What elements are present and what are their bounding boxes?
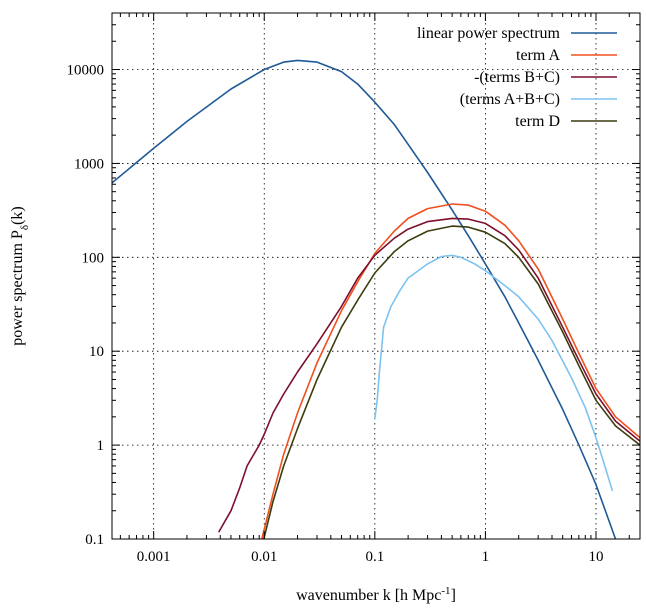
x-axis-title: wavenumber k [h Mpc-1] bbox=[296, 585, 456, 604]
series-layer bbox=[112, 59, 640, 539]
series-line-terms-b-c bbox=[218, 217, 640, 533]
y-axis-title: power spectrum Pδ(k) bbox=[9, 206, 31, 345]
x-axis-title-end: ] bbox=[451, 587, 456, 604]
tick-layer: 0.001 0.01 0.1 1 10 0.1 1 10 100 1000 10000 bbox=[67, 13, 640, 565]
x-tick-label: 10 bbox=[588, 549, 603, 565]
y-axis-title-end: (k) bbox=[9, 206, 26, 225]
y-tick-label: 1 bbox=[97, 438, 105, 454]
y-tick-label: 0.1 bbox=[85, 532, 104, 548]
legend-label-terms-a-b-c: (terms A+B+C) bbox=[460, 91, 560, 108]
legend: linear power spectrum term A -(terms B+C) (… bbox=[417, 25, 617, 130]
series-line-term-a bbox=[260, 203, 640, 539]
series-line-terms-a-b-c bbox=[373, 254, 614, 492]
plot-frame bbox=[111, 12, 641, 540]
y-axis-title-sub: δ bbox=[19, 225, 31, 230]
series-line-linear-power-spectrum bbox=[112, 59, 617, 539]
x-tick-label: 0.1 bbox=[365, 549, 384, 565]
series-line-term-d bbox=[262, 225, 640, 539]
y-tick-label: 10000 bbox=[67, 63, 105, 79]
legend-label-terms-b-c: -(terms B+C) bbox=[474, 69, 560, 86]
x-tick-label: 1 bbox=[482, 549, 490, 565]
x-tick-label: 0.001 bbox=[137, 549, 171, 565]
y-tick-label: 1000 bbox=[74, 156, 104, 172]
grid-layer bbox=[112, 13, 640, 540]
y-tick-label: 100 bbox=[82, 250, 105, 266]
legend-label-linear-power-spectrum: linear power spectrum bbox=[417, 25, 561, 42]
y-tick-label: 10 bbox=[89, 344, 104, 360]
legend-label-term-a: term A bbox=[516, 47, 560, 64]
x-tick-label: 0.01 bbox=[251, 549, 277, 565]
y-axis-title-main: power spectrum P bbox=[9, 230, 26, 346]
legend-label-term-d: term D bbox=[515, 113, 560, 130]
x-axis-title-sup: -1 bbox=[441, 585, 450, 597]
x-axis-title-main: wavenumber k [h Mpc bbox=[296, 587, 441, 604]
